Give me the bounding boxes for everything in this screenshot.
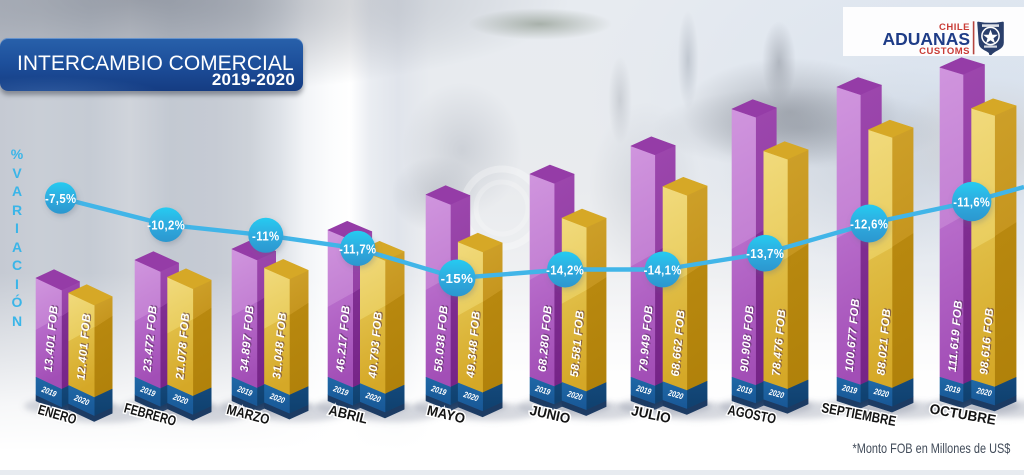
svg-text:-12,6%: -12,6%	[850, 217, 888, 232]
svg-text:2020: 2020	[767, 386, 785, 400]
svg-text:12.401 FOB: 12.401 FOB	[77, 312, 95, 380]
svg-text:23.472 FOB: 23.472 FOB	[143, 304, 161, 373]
svg-text:49.348 FOB: 49.348 FOB	[465, 310, 483, 379]
svg-text:2019: 2019	[634, 383, 652, 397]
svg-text:90.908 FOB: 90.908 FOB	[739, 305, 757, 373]
svg-text:68.662 FOB: 68.662 FOB	[671, 308, 689, 376]
svg-text:-11,7%: -11,7%	[339, 242, 376, 257]
svg-text:58.581 FOB: 58.581 FOB	[569, 310, 587, 378]
svg-text:88.021 FOB: 88.021 FOB	[876, 308, 894, 376]
svg-text:68.280 FOB: 68.280 FOB	[537, 305, 555, 373]
svg-text:98.616 FOB: 98.616 FOB	[978, 307, 996, 375]
svg-text:2019: 2019	[429, 383, 448, 398]
svg-text:2019: 2019	[943, 382, 961, 395]
svg-text:68.280 FOB: 68.280 FOB	[538, 304, 556, 372]
svg-text:13.401 FOB: 13.401 FOB	[44, 304, 62, 372]
svg-text:46.217 FOB: 46.217 FOB	[335, 305, 353, 374]
svg-text:-14,1%: -14,1%	[644, 263, 682, 278]
svg-text:58.038 FOB: 58.038 FOB	[434, 304, 452, 372]
svg-text:31.048 FOB: 31.048 FOB	[273, 311, 291, 379]
svg-text:58.581 FOB: 58.581 FOB	[570, 309, 588, 377]
svg-text:40.793 FOB: 40.793 FOB	[367, 311, 385, 380]
svg-text:21.078 FOB: 21.078 FOB	[176, 311, 194, 380]
svg-text:34.897 FOB: 34.897 FOB	[239, 305, 257, 373]
svg-text:31.048 FOB: 31.048 FOB	[271, 312, 289, 380]
svg-text:46.217 FOB: 46.217 FOB	[336, 304, 354, 373]
svg-text:2020: 2020	[565, 388, 583, 402]
svg-text:2019: 2019	[533, 383, 551, 397]
svg-text:79.949 FOB: 79.949 FOB	[638, 305, 656, 373]
svg-text:40.793 FOB: 40.793 FOB	[368, 310, 386, 379]
svg-text:2020: 2020	[462, 389, 481, 404]
svg-text:12.401 FOB: 12.401 FOB	[76, 313, 94, 381]
svg-text:-14,2%: -14,2%	[546, 263, 584, 278]
svg-text:78.476 FOB: 78.476 FOB	[772, 308, 790, 376]
svg-text:-10,2%: -10,2%	[147, 218, 185, 233]
svg-text:21.078 FOB: 21.078 FOB	[174, 312, 192, 381]
svg-text:34.897 FOB: 34.897 FOB	[240, 304, 258, 372]
svg-text:23.472 FOB: 23.472 FOB	[142, 305, 160, 374]
svg-text:2020: 2020	[975, 385, 993, 398]
svg-text:CUSTOMS: CUSTOMS	[919, 46, 970, 56]
svg-text:49.348 FOB: 49.348 FOB	[466, 309, 484, 378]
svg-text:58.038 FOB: 58.038 FOB	[433, 305, 451, 373]
svg-text:-11,6%: -11,6%	[953, 195, 990, 210]
svg-text:98.616 FOB: 98.616 FOB	[980, 306, 998, 374]
svg-text:CHILE: CHILE	[939, 22, 970, 33]
svg-text:2019: 2019	[735, 382, 753, 396]
svg-text:2020: 2020	[872, 386, 890, 400]
svg-text:88.021 FOB: 88.021 FOB	[877, 307, 895, 375]
svg-text:90.908 FOB: 90.908 FOB	[740, 304, 758, 372]
svg-text:-13,7%: -13,7%	[746, 246, 784, 261]
svg-text:2019: 2019	[840, 382, 858, 396]
svg-text:-15%: -15%	[441, 271, 474, 286]
svg-text:-7,5%: -7,5%	[45, 191, 76, 206]
svg-text:ADUANAS: ADUANAS	[883, 29, 971, 49]
svg-text:2020: 2020	[666, 387, 684, 401]
svg-text:-11%: -11%	[252, 229, 280, 244]
svg-text:68.662 FOB: 68.662 FOB	[670, 309, 688, 377]
svg-text:79.949 FOB: 79.949 FOB	[639, 304, 657, 372]
svg-text:78.476 FOB: 78.476 FOB	[771, 309, 789, 377]
svg-text:13.401 FOB: 13.401 FOB	[43, 305, 61, 373]
